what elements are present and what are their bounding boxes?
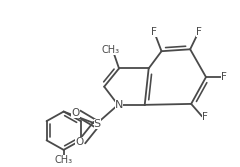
Text: F: F xyxy=(151,27,156,37)
Text: F: F xyxy=(221,72,227,82)
Text: CH₃: CH₃ xyxy=(101,45,119,55)
Text: O: O xyxy=(71,108,80,118)
Text: N: N xyxy=(115,100,123,110)
Text: S: S xyxy=(94,119,101,129)
Text: CH₃: CH₃ xyxy=(54,155,73,165)
Text: O: O xyxy=(75,137,84,147)
Text: F: F xyxy=(202,112,208,122)
Text: F: F xyxy=(196,27,202,37)
